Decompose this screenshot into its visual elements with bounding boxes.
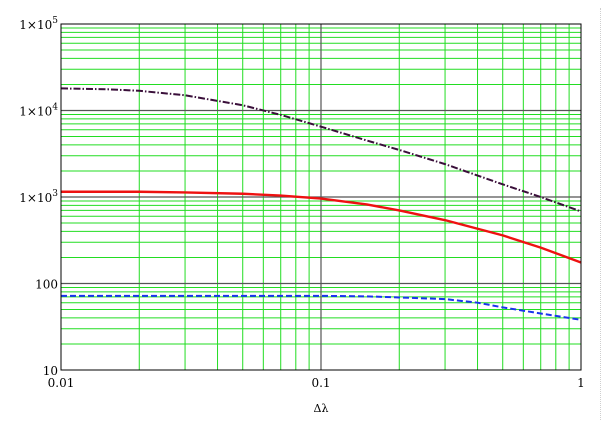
y-tick-label: 1×103	[19, 189, 58, 205]
grid	[61, 24, 581, 370]
x-tick-label: 1	[577, 376, 585, 390]
x-axis-label: Δλ	[314, 402, 329, 415]
series-line-2	[61, 190, 582, 264]
y-tick-label: 1×105	[19, 16, 58, 32]
window-edge	[600, 8, 602, 420]
series-line-3	[61, 294, 582, 321]
x-tick-label: 0.1	[311, 376, 330, 390]
x-tick-label: 0.01	[48, 376, 75, 390]
tick-labels: 0.01 0.1 1 10 100 1×103 1×104 1×105	[19, 16, 585, 390]
y-tick-label: 10	[43, 364, 58, 378]
y-tick-label: 1×104	[19, 103, 58, 119]
series-group	[60, 87, 582, 321]
plot-frame	[60, 23, 582, 371]
y-tick-label: 100	[35, 278, 58, 292]
series-line-1	[60, 87, 582, 213]
